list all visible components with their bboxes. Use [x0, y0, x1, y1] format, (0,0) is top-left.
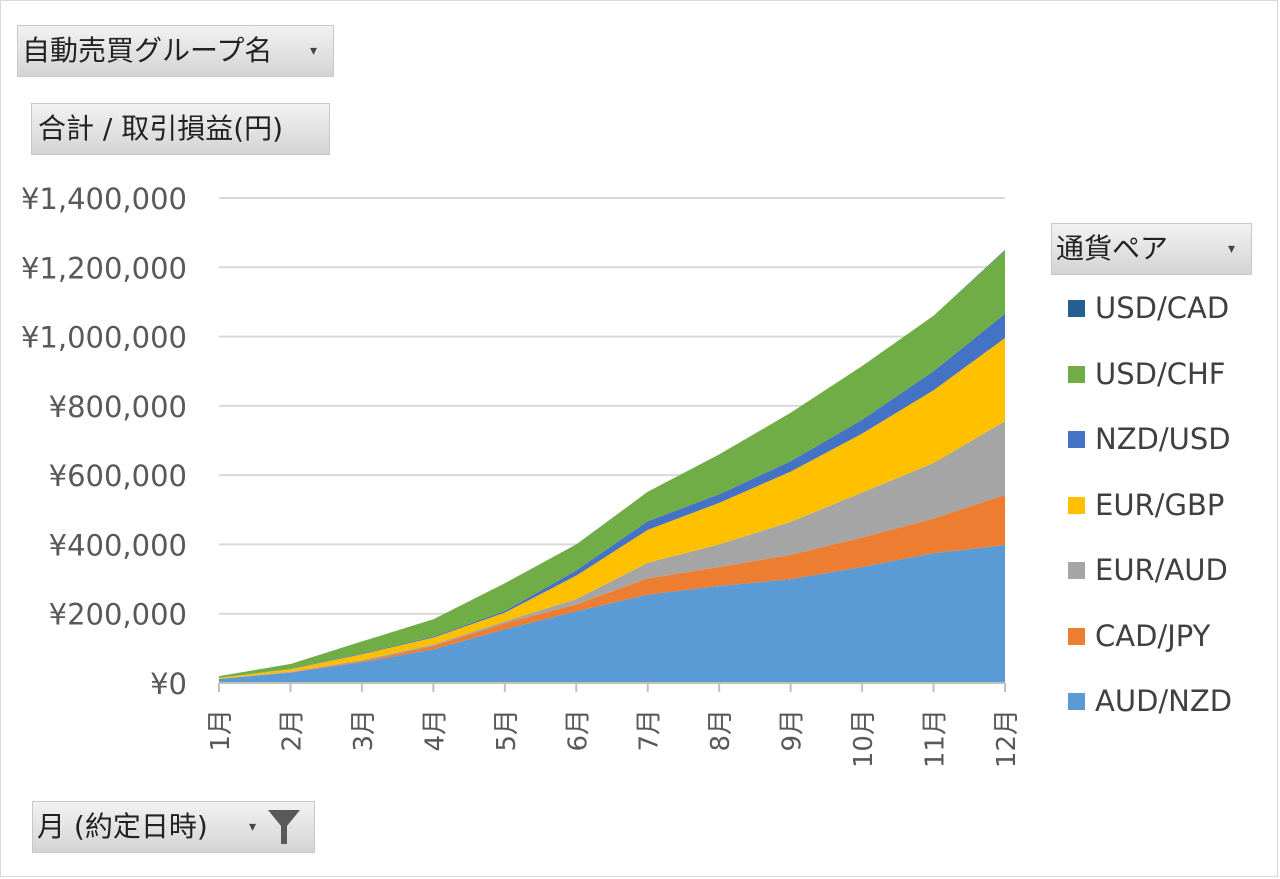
dropdown-arrow-icon[interactable]: ▾: [248, 819, 256, 835]
legend-label: CAD/JPY: [1095, 618, 1211, 653]
dropdown-arrow-icon[interactable]: ▾: [309, 43, 317, 59]
y-tick-label: ¥600,000: [49, 459, 187, 493]
x-tick-label: 10月: [849, 709, 879, 768]
legend-swatch: [1068, 431, 1085, 448]
legend-swatch: [1068, 562, 1085, 579]
legend-label: EUR/AUD: [1095, 553, 1228, 587]
y-tick-label: ¥0: [150, 667, 187, 701]
legend-label: USD/CHF: [1095, 356, 1226, 391]
y-tick-label: ¥1,400,000: [21, 182, 187, 216]
axis-field-label: 月 (約定日時): [37, 810, 208, 843]
dropdown-arrow-icon[interactable]: ▾: [1227, 241, 1235, 257]
legend-label: NZD/USD: [1095, 422, 1231, 456]
y-tick-label: ¥200,000: [49, 598, 187, 632]
y-tick-label: ¥800,000: [49, 390, 187, 424]
legend-swatch: [1068, 627, 1085, 645]
x-tick-label: 9月: [778, 709, 808, 752]
report-filter-field-label: 自動売買グループ名: [22, 34, 273, 67]
x-tick-label: 4月: [420, 709, 450, 752]
x-tick-label: 5月: [492, 709, 522, 752]
funnel-filter-icon[interactable]: [266, 808, 302, 848]
report-filter-field-button[interactable]: 自動売買グループ名 ▾: [17, 25, 334, 77]
x-tick-label: 3月: [349, 709, 379, 752]
values-field-label: 合計 / 取引損益(円): [38, 112, 284, 145]
x-tick-label: 8月: [706, 709, 736, 752]
x-tick-label: 12月: [992, 709, 1022, 768]
x-tick-label: 7月: [635, 709, 665, 752]
legend-label: AUD/NZD: [1095, 684, 1233, 718]
y-tick-label: ¥1,000,000: [21, 321, 187, 355]
y-tick-label: ¥400,000: [49, 528, 187, 562]
area-series-aud-nzd[interactable]: [219, 545, 1005, 683]
legend-field-label: 通貨ペア: [1056, 232, 1169, 265]
legend-swatch: [1068, 300, 1085, 317]
legend-swatch: [1068, 365, 1085, 383]
axis-field-button[interactable]: 月 (約定日時) ▾: [32, 801, 315, 853]
legend-swatch: [1068, 496, 1085, 514]
x-tick-label: 2月: [277, 709, 307, 752]
x-tick-label: 1月: [206, 709, 236, 752]
legend-field-button[interactable]: 通貨ペア ▾: [1051, 223, 1252, 275]
x-tick-label: 6月: [563, 709, 593, 752]
legend-label: USD/CAD: [1095, 291, 1230, 325]
y-tick-label: ¥1,200,000: [21, 251, 187, 285]
legend-label: EUR/GBP: [1095, 487, 1225, 522]
legend-swatch: [1068, 693, 1085, 710]
x-tick-label: 11月: [921, 709, 951, 768]
values-field-button[interactable]: 合計 / 取引損益(円): [31, 103, 330, 155]
